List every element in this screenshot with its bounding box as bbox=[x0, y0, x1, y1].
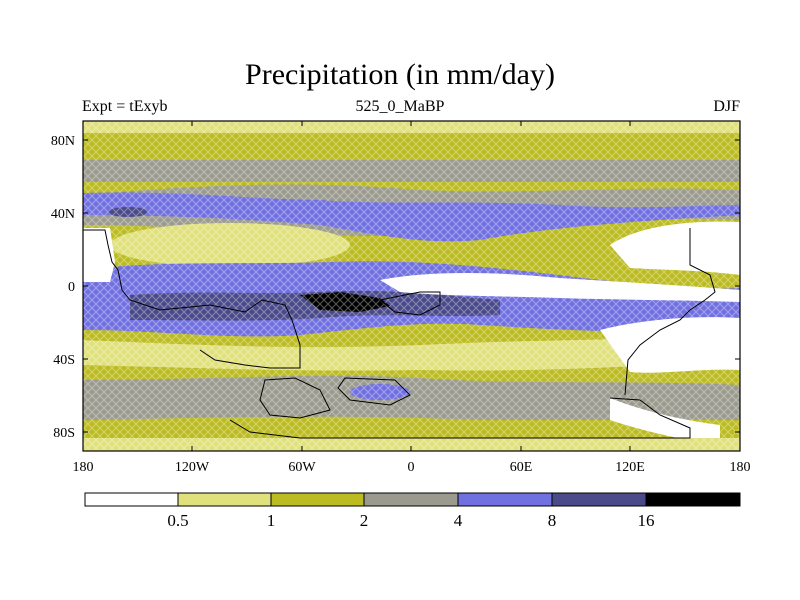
lon-label: 0 bbox=[408, 460, 415, 475]
map-ticks bbox=[83, 121, 740, 451]
colorbar-label: 16 bbox=[638, 511, 655, 530]
lon-label: 180 bbox=[730, 460, 751, 475]
lon-label: 60E bbox=[510, 460, 533, 475]
lat-label: 80S bbox=[53, 426, 75, 441]
colorbar: 0.5 1 2 4 8 16 bbox=[84, 492, 741, 530]
lon-label: 180 bbox=[73, 460, 94, 475]
colorbar-label: 4 bbox=[454, 511, 463, 530]
period-label: 525_0_MaBP bbox=[355, 98, 445, 115]
lon-labels: 180 120W 60W 0 60E 120E 180 bbox=[73, 460, 751, 475]
lon-label: 120E bbox=[615, 460, 645, 475]
colorbar-label: 2 bbox=[360, 511, 369, 530]
colorbar-swatch bbox=[84, 492, 179, 507]
lat-label: 0 bbox=[68, 280, 75, 295]
colorbar-swatch bbox=[270, 492, 365, 507]
hatch-overlay bbox=[83, 121, 740, 451]
west-continent-coast bbox=[83, 229, 301, 369]
colorbar-swatch bbox=[551, 492, 647, 507]
coastlines bbox=[83, 228, 716, 439]
colorbar-swatch bbox=[457, 492, 553, 507]
lon-label: 120W bbox=[175, 460, 210, 475]
east-continent-coast bbox=[624, 228, 716, 396]
colorbar-swatch bbox=[363, 492, 459, 507]
colorbar-swatch bbox=[645, 492, 741, 507]
lat-label: 40S bbox=[53, 353, 75, 368]
colorbar-swatch bbox=[177, 492, 272, 507]
south-coast bbox=[229, 397, 691, 439]
lat-label: 80N bbox=[51, 134, 75, 149]
lon-label: 60W bbox=[288, 460, 316, 475]
colorbar-label: 1 bbox=[267, 511, 276, 530]
colorbar-label: 8 bbox=[548, 511, 557, 530]
experiment-label: Expt = tExyb bbox=[82, 98, 168, 115]
lat-labels: 80N 40N 0 40S 80S bbox=[51, 134, 75, 441]
lat-label: 40N bbox=[51, 207, 75, 222]
colorbar-label: 0.5 bbox=[167, 511, 188, 530]
island-b bbox=[337, 377, 411, 406]
season-label: DJF bbox=[713, 98, 740, 115]
plot-title: Precipitation (in mm/day) bbox=[245, 58, 555, 91]
island-a bbox=[259, 377, 331, 419]
central-coast bbox=[378, 291, 441, 316]
